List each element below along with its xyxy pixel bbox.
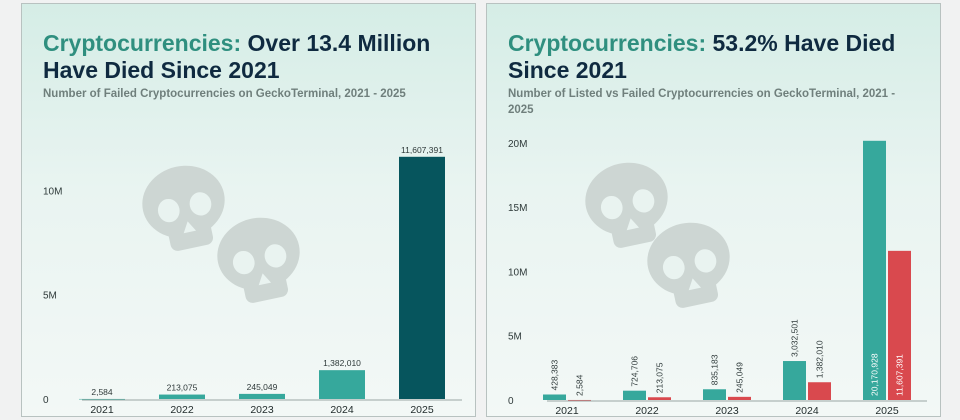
skull-icon (142, 165, 225, 251)
listed-bar-2025 (863, 140, 886, 400)
failed-bar-2024 (808, 382, 831, 400)
skull-nose (183, 221, 197, 234)
data-label-listed-2022: 724,706 (630, 356, 640, 387)
x-tick-label: 2022 (635, 405, 659, 416)
y-tick-label: 0 (43, 395, 49, 406)
skull-icon (217, 217, 300, 303)
data-label-2022: 213,075 (167, 383, 198, 393)
skull-eye-left (600, 195, 623, 220)
chart-title: Cryptocurrencies: Over 13.4 Million Have… (43, 30, 468, 84)
data-label-listed-2023: 835,183 (710, 354, 720, 385)
y-tick-label: 20M (508, 139, 527, 150)
listed-bar-2022 (623, 390, 646, 400)
x-tick-label: 2021 (90, 404, 114, 416)
failed-bar-2025 (888, 250, 911, 400)
data-label-2023: 245,049 (247, 382, 278, 392)
x-tick-label: 2025 (410, 404, 434, 416)
listed-bar-2024 (783, 361, 806, 400)
title-rest: 53.2% Have Died Since 2021 (508, 30, 896, 83)
skull-eye-left (157, 198, 180, 223)
skull-eye-right (189, 192, 212, 216)
data-label-2025: 11,607,391 (401, 145, 443, 155)
skull-eye-right (694, 249, 717, 273)
failed-bar-chart: 0 5M 10M 2,584 2021 213,075 2022 245,049 2023 1,3… (43, 145, 462, 416)
x-tick-label: 2021 (555, 405, 579, 416)
skull-eye-right (632, 189, 655, 213)
chart-panel-listed-vs-failed: Cryptocurrencies: 53.2% Have Died Since … (486, 3, 941, 417)
x-tick-label: 2023 (715, 405, 739, 416)
x-tick-label: 2024 (330, 404, 354, 416)
failed-bar-2023 (728, 396, 751, 400)
bar-2022 (159, 394, 205, 399)
y-tick-label: 10M (43, 186, 62, 197)
y-tick-label: 10M (508, 267, 527, 278)
x-tick-label: 2024 (795, 405, 819, 416)
skull-eye-left (232, 250, 255, 275)
listed-bar-2021 (543, 394, 566, 400)
bar-2025 (399, 156, 445, 399)
y-tick-label: 15M (508, 203, 527, 214)
data-label-listed-2024: 3,032,501 (790, 319, 800, 357)
data-label-2021: 2,584 (91, 387, 113, 397)
skull-nose (258, 273, 272, 286)
skull-jaw (168, 221, 214, 251)
data-label-listed-2025: 20,170,928 (870, 353, 880, 396)
title-highlight: Cryptocurrencies: (508, 30, 707, 56)
data-label-2024: 1,382,010 (323, 358, 361, 368)
data-label-failed-2021: 2,584 (575, 374, 585, 396)
bar-2023 (239, 393, 285, 399)
listed-bar-2023 (703, 389, 726, 400)
skull-nose (688, 278, 702, 291)
skull-jaw (243, 273, 289, 303)
skull-eye-left (662, 255, 685, 280)
skull-jaw (611, 218, 657, 248)
title-highlight: Cryptocurrencies: (43, 30, 242, 56)
skull-eye-right (264, 244, 287, 268)
data-label-failed-2022: 213,075 (655, 362, 665, 393)
x-tick-label: 2023 (250, 404, 274, 416)
skull-icon (585, 162, 668, 248)
data-label-failed-2023: 245,049 (735, 362, 745, 393)
failed-bar-2021 (568, 399, 591, 401)
listed-vs-failed-bar-chart: 0 5M 10M 15M 20M 428,383 2,584 2021 724,706 213,0… (508, 139, 927, 416)
data-label-listed-2021: 428,383 (550, 359, 560, 390)
title-rest: Over 13.4 Million Have Died Since 2021 (43, 30, 431, 83)
skull-nose (626, 218, 640, 231)
y-tick-label: 5M (508, 332, 522, 343)
skull-jaw (673, 278, 719, 308)
bar-2021 (79, 398, 125, 400)
chart-panel-failed: Cryptocurrencies: Over 13.4 Million Have… (21, 3, 476, 417)
failed-bar-2022 (648, 397, 671, 400)
x-tick-label: 2022 (170, 404, 194, 416)
bar-2024 (319, 370, 365, 399)
y-tick-label: 0 (508, 396, 514, 407)
data-label-failed-2025: 11,607,391 (895, 354, 905, 396)
y-tick-label: 5M (43, 291, 57, 302)
skull-icon (647, 222, 730, 308)
chart-title: Cryptocurrencies: 53.2% Have Died Since … (508, 30, 933, 84)
x-tick-label: 2025 (875, 405, 899, 416)
chart-subtitle: Number of Failed Cryptocurrencies on Gec… (43, 88, 406, 100)
data-label-failed-2024: 1,382,010 (815, 340, 825, 378)
chart-subtitle: Number of Listed vs Failed Cryptocurrenc… (508, 88, 896, 116)
